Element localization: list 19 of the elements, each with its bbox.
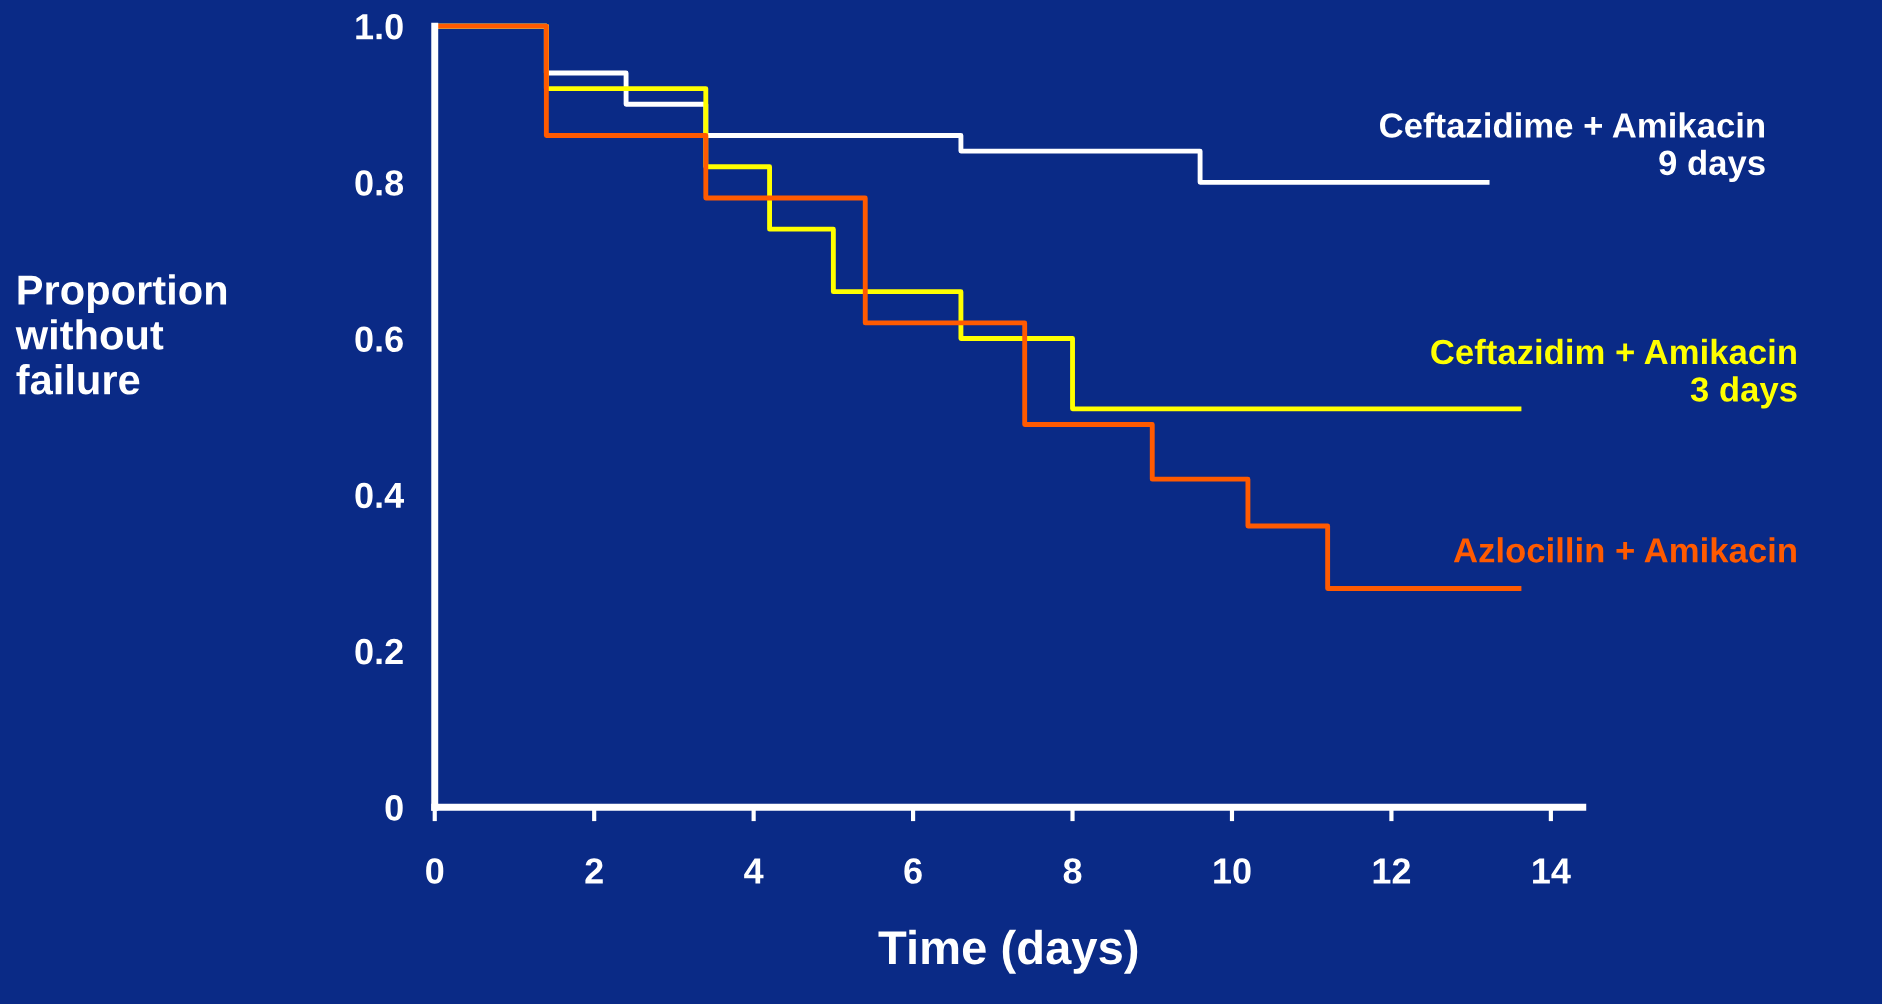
x-tick-label: 12 — [1373, 858, 1411, 884]
y-tick-label: 0.8 — [355, 170, 404, 196]
x-tick-label: 0 — [426, 858, 444, 884]
series-label: Ceftazidime + Amikacin 9 days — [1380, 112, 1765, 183]
y-tick-label: 0.2 — [355, 638, 403, 665]
series-label: Ceftazidim + Amikacin 3 days — [1431, 338, 1797, 409]
x-tick-label: 6 — [904, 858, 922, 884]
y-tick-label: 0 — [385, 795, 403, 821]
x-axis-title: Time (days) — [878, 929, 1138, 974]
series-label: Azlocillin + Amikacin — [1453, 537, 1796, 563]
x-tick-label: 4 — [744, 858, 764, 884]
y-tick-label: 0.6 — [355, 326, 403, 352]
y-axis-title: Proportion without failure — [15, 274, 227, 395]
x-tick-label: 2 — [585, 858, 603, 884]
y-tick-label: 1.0 — [356, 13, 403, 40]
x-tick-label: 10 — [1214, 858, 1251, 884]
x-tick-label: 14 — [1533, 858, 1571, 884]
x-tick-label: 8 — [1063, 858, 1082, 884]
y-tick-label: 0.4 — [355, 482, 404, 509]
